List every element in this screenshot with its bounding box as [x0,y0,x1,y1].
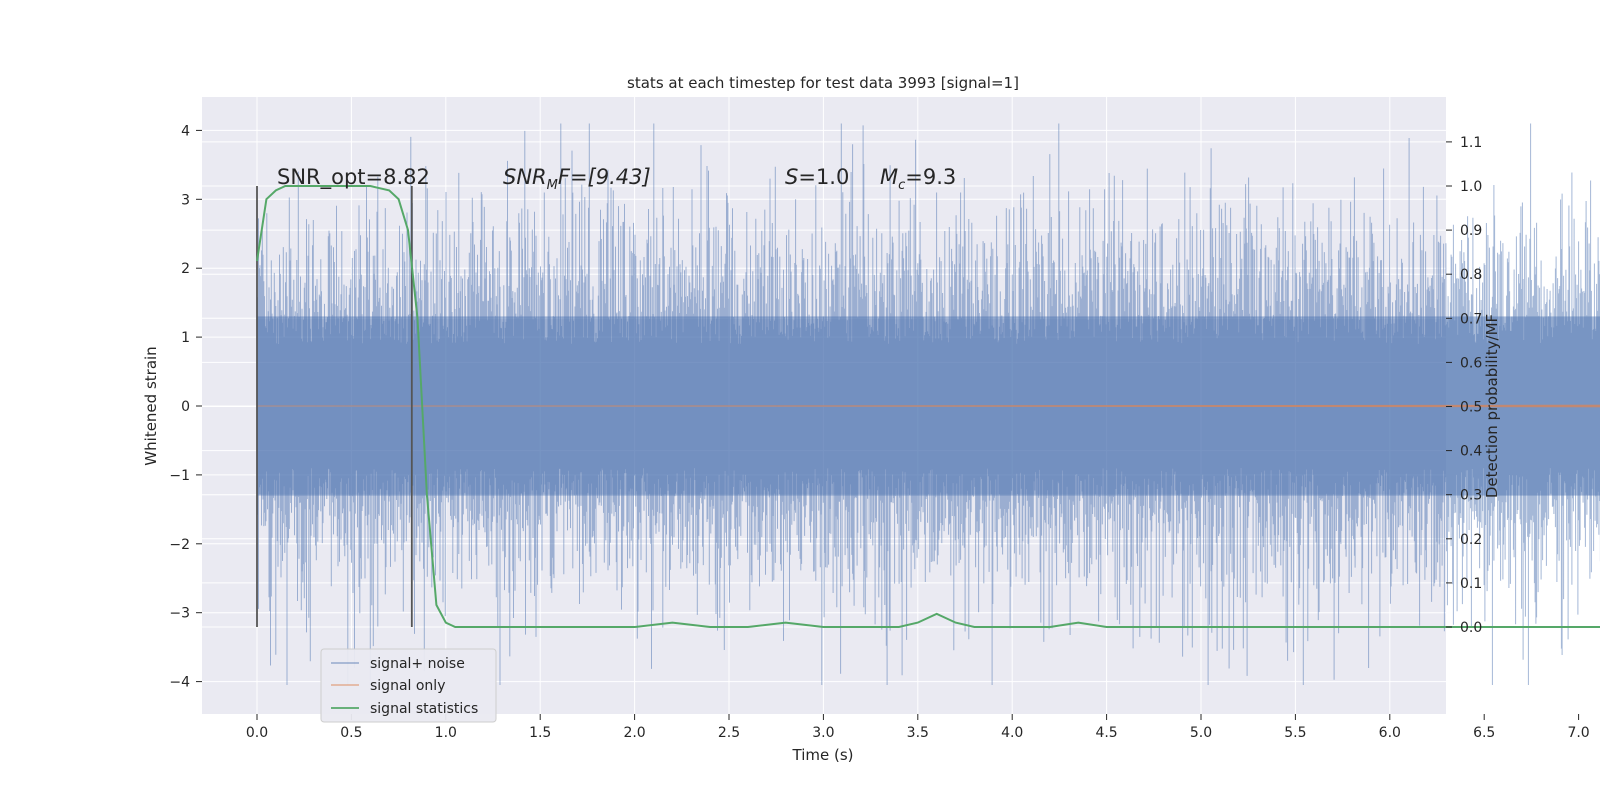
y-right-tick-label: 0.4 [1460,444,1482,460]
annotation-snr-mf-var: SNR [503,165,547,189]
y-tick-label: 4 [181,123,190,139]
stats-line [256,185,1600,628]
chart-title: stats at each timestep for test data 399… [627,74,1019,92]
x-tick-label: 1.0 [435,725,457,741]
annotations: SNR_opt=8.82 SNRMF=[9.43] S=1.0 Mc=9.3 [277,165,956,193]
x-axis-label: Time (s) [792,746,854,764]
x-tick-label: 3.0 [812,725,834,741]
x-tick-label: 0.0 [246,725,268,741]
x-tick-label: 5.0 [1190,725,1212,741]
y-tick-label: 2 [181,261,190,277]
x-tick-label: 5.5 [1284,725,1306,741]
annotation-mc-sub: c [898,178,905,193]
y-axis-right-label: Detection probability/MF [1483,314,1501,498]
signal-statistics-series [256,185,1600,628]
y-tick-label: 3 [181,192,190,208]
y-tick-label: −4 [169,675,190,691]
y-tick-label: −2 [169,537,190,553]
annotation-s-var: S [785,165,798,189]
annotation-s: S=1.0 [785,165,849,189]
legend: signal+ noise signal only signal statist… [320,648,497,723]
legend-label-signal: signal only [370,678,445,694]
y-right-tick-label: 1.0 [1460,179,1482,195]
y-right-tick-label: 0.6 [1460,355,1482,371]
legend-label-stats: signal statistics [370,701,478,717]
x-tick-label: 0.5 [340,725,362,741]
annotation-snr-mf-sub: M [547,178,558,193]
y-right-tick-label: 0.7 [1460,311,1482,327]
annotation-snr-opt: SNR_opt=8.82 [277,165,430,190]
x-tick-label: 1.5 [529,725,551,741]
x-tick-label: 4.0 [1001,725,1023,741]
annotation-mc-var: M [880,165,898,189]
y-right-tick-label: 0.8 [1460,267,1482,283]
x-tick-label: 6.0 [1379,725,1401,741]
annotation-snr-mf: SNRMF=[9.43] [503,165,651,193]
y-right-tick-label: 1.1 [1460,135,1482,151]
signal-only-series [257,404,1600,408]
x-tick-label: 6.5 [1473,725,1495,741]
annotation-mc: Mc=9.3 [880,165,956,193]
y-right-tick-label: 0.9 [1460,223,1482,239]
y-right-tick-label: 0.2 [1460,532,1482,548]
axes: 0.0 0.5 1.0 1.5 2.0 2.5 3.0 3.5 4.0 4.5 5.0 5.5 6.0 6… [169,123,1589,741]
legend-label-noise: signal+ noise [370,656,465,672]
y-right-tick-label: 0.3 [1460,488,1482,504]
x-tick-label: 3.5 [907,725,929,741]
x-tick-label: 4.5 [1095,725,1117,741]
x-tick-label: 7.0 [1567,725,1589,741]
y-tick-label: −3 [169,606,190,622]
y-tick-label: 1 [181,330,190,346]
annotation-snr-mf-value: F=[9.43] [558,165,651,189]
y-right-tick-label: 0.1 [1460,576,1482,592]
annotation-mc-value: =9.3 [905,165,956,189]
y-tick-label: 0 [181,399,190,415]
annotation-s-value: =1.0 [798,165,849,189]
y-right-tick-label: 0.5 [1460,400,1482,416]
y-right-tick-label: 0.0 [1460,620,1482,636]
legend-box [320,648,497,723]
x-tick-label: 2.5 [718,725,740,741]
y-axis-label: Whitened strain [142,346,160,465]
x-tick-label: 2.0 [623,725,645,741]
y-tick-label: −1 [169,468,190,484]
